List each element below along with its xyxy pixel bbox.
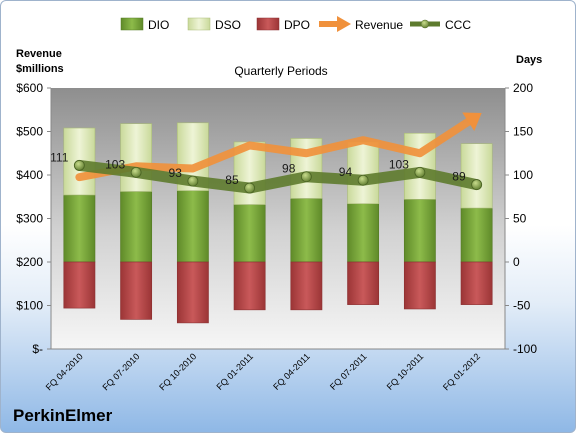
ccc-data-label: 98 xyxy=(282,162,296,176)
legend-swatch-dso xyxy=(187,17,211,31)
bar-dpo xyxy=(347,261,380,305)
ccc-point xyxy=(130,166,142,178)
y-left-ticks: $- $100 $200 $300 $400 $500 $600 xyxy=(16,81,51,356)
bar-dio xyxy=(290,198,323,263)
ccc-data-label: 85 xyxy=(225,173,239,187)
legend-swatch-dio xyxy=(120,17,144,31)
y-left-tick-label: $- xyxy=(32,342,43,356)
ccc-series: 111 103 93 85 98 94 103 89 xyxy=(50,150,483,194)
bar-dio xyxy=(120,191,153,263)
ccc-point xyxy=(471,179,483,190)
bar-dpo xyxy=(290,261,323,311)
x-tick-label: FQ 10-2011 xyxy=(385,351,426,392)
ccc-data-label: 103 xyxy=(389,157,409,171)
ccc-point xyxy=(187,175,199,187)
ccc-point xyxy=(357,174,369,186)
y-left-title-line1: Revenue xyxy=(16,48,62,60)
legend-swatch-dpo xyxy=(256,17,280,31)
bar-series xyxy=(63,122,493,324)
y-right-tick-label: 150 xyxy=(513,125,533,139)
y-left-title-line2: $millions xyxy=(16,63,64,75)
plot-area xyxy=(51,88,505,349)
y-left-tick-label: $300 xyxy=(16,212,43,226)
x-tick-label: FQ 01-2011 xyxy=(214,351,255,392)
bar-dpo xyxy=(176,261,209,324)
legend: DIO DSO DPO Revenue CCC xyxy=(120,16,471,32)
legend-label-dio: DIO xyxy=(148,18,169,32)
legend-label-dso: DSO xyxy=(215,18,241,32)
y-right-tick-label: -50 xyxy=(513,299,531,313)
x-tick-label: FQ 04-2011 xyxy=(271,351,312,392)
y-right-tick-label: -100 xyxy=(513,342,537,356)
company-name: PerkinElmer xyxy=(13,406,113,425)
legend-label-revenue: Revenue xyxy=(355,18,403,32)
bar-dio xyxy=(233,204,266,263)
legend-label-dpo: DPO xyxy=(284,18,310,32)
bar-dso xyxy=(460,143,493,209)
y-left-tick-label: $400 xyxy=(16,168,43,182)
bar-dpo xyxy=(460,261,493,305)
bar-dso xyxy=(347,141,380,205)
legend-label-ccc: CCC xyxy=(445,18,471,32)
ccc-data-label: 111 xyxy=(50,150,69,164)
y-right-tick-label: 200 xyxy=(513,81,533,95)
y-right-tick-label: 100 xyxy=(513,168,533,182)
bar-dpo xyxy=(403,261,436,310)
y-left-tick-label: $500 xyxy=(16,125,43,139)
ccc-data-label: 94 xyxy=(339,165,353,179)
bar-dio xyxy=(460,207,493,263)
ccc-line xyxy=(73,159,483,194)
x-tick-label: FQ 07-2011 xyxy=(328,351,369,392)
bar-dpo xyxy=(233,261,266,311)
ccc-point xyxy=(244,182,256,194)
bar-dpo xyxy=(63,261,96,309)
ccc-data-label: 89 xyxy=(452,170,466,184)
revenue-line xyxy=(75,117,473,182)
y-right-tick-label: 50 xyxy=(513,212,527,226)
bar-dso xyxy=(120,123,153,192)
x-ticks: FQ 04-2010 FQ 07-2010 FQ 10-2010 FQ 01-2011… xyxy=(44,351,482,392)
y-right-tick-label: 0 xyxy=(513,255,520,269)
y-left-tick-label: $600 xyxy=(16,81,43,95)
legend-swatch-revenue xyxy=(319,16,351,32)
bar-dio xyxy=(347,203,380,263)
ccc-data-label: 93 xyxy=(169,166,183,180)
y-right-title: Days xyxy=(516,54,542,66)
ccc-point xyxy=(414,166,426,178)
bar-dio xyxy=(176,190,209,263)
x-tick-label: FQ 07-2010 xyxy=(101,351,142,392)
ccc-data-label: 103 xyxy=(105,157,125,171)
chart-title: Quarterly Periods xyxy=(234,64,327,78)
bar-dio xyxy=(403,199,436,263)
y-right-ticks: -100 -50 0 50 100 150 200 xyxy=(505,81,537,356)
bar-dio xyxy=(63,194,96,263)
y-left-tick-label: $100 xyxy=(16,299,43,313)
bar-dpo xyxy=(120,261,153,320)
ccc-point xyxy=(73,160,85,171)
y-left-tick-label: $200 xyxy=(16,255,43,269)
revenue-arrow-head xyxy=(462,112,482,131)
ccc-point xyxy=(300,171,312,183)
revenue-series xyxy=(75,112,482,182)
x-tick-label: FQ 01-2012 xyxy=(441,351,482,392)
x-tick-label: FQ 10-2010 xyxy=(157,351,198,392)
legend-swatch-ccc xyxy=(410,19,440,29)
x-tick-label: FQ 04-2010 xyxy=(44,351,85,392)
